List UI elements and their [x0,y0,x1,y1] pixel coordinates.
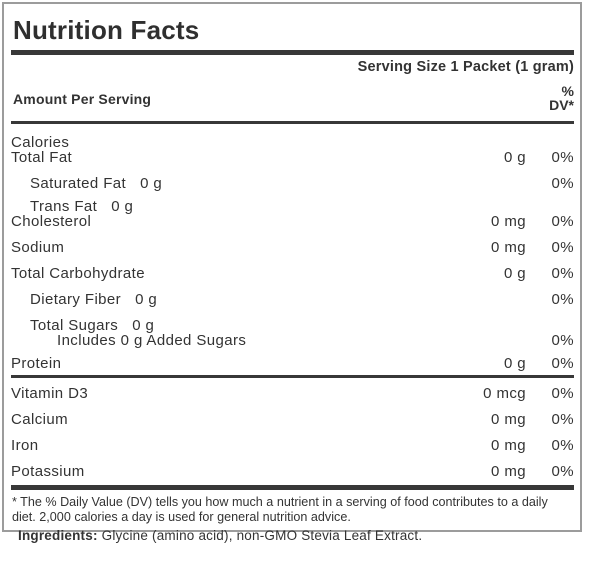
nutrient-name: Total Sugars [30,317,119,334]
nutrient-name: Potassium [11,463,85,480]
daily-value-footnote: * The % Daily Value (DV) tells you how m… [12,495,548,524]
panel-title: Nutrition Facts [13,15,200,45]
nutrient-row: Sodium 0 mg 0% [11,240,574,255]
nutrient-amount: 0 g [503,149,526,166]
ingredients-label: Ingredients: [18,528,98,543]
nutrient-name: Calories [11,134,70,151]
nutrient-name: Trans Fat [30,198,98,215]
nutrient-daily-value: 0% [551,355,574,372]
nutrient-row: Trans Fat 0 g [11,199,574,214]
nutrient-amount: 0 g [503,265,526,282]
nutrient-name: Iron [11,437,39,454]
nutrient-row: Iron 0 mg 0% [11,438,574,453]
nutrient-row: Total Sugars 0 g [11,318,574,333]
column-header-row: Amount Per Serving % DV* [11,84,574,112]
nutrient-daily-value: 0% [551,149,574,166]
nutrient-daily-value: 0% [551,385,574,402]
nutrient-daily-value: 0% [551,213,574,230]
nutrient-amount: 0 mg [491,213,526,230]
micronutrient-rows: Vitamin D3 0 mcg 0% Calcium 0 mg 0% Iron 0 mg 0%… [11,386,574,479]
nutrient-row: Saturated Fat 0 g 0% [11,176,574,191]
nutrient-amount: 0 mg [491,239,526,256]
ingredients-line: Ingredients: Glycine (amino acid), non-GM… [18,528,578,544]
nutrient-amount: 0 mg [491,437,526,454]
dv-header-percent: % [561,83,574,99]
nutrient-name: Sodium [11,239,65,256]
nutrient-daily-value: 0% [551,332,574,349]
nutrient-name: Includes 0 g Added Sugars [57,332,247,349]
nutrient-name: Saturated Fat [30,175,127,192]
nutrient-amount: 0 g [503,355,526,372]
nutrient-inline-amount: 0 g [132,317,155,334]
nutrient-daily-value: 0% [551,175,574,192]
nutrient-name: Cholesterol [11,213,92,230]
nutrient-name: Total Carbohydrate [11,265,145,282]
nutrient-name: Total Fat [11,149,73,166]
ingredients-text: Glycine (amino acid), non-GMO Stevia Lea… [101,528,423,543]
nutrient-name: Protein [11,355,62,372]
nutrient-daily-value: 0% [551,239,574,256]
nutrient-inline-amount: 0 g [111,198,134,215]
serving-size: Serving Size 1 Packet (1 gram) [357,59,574,75]
nutrient-name: Dietary Fiber [30,291,122,308]
nutrient-name: Calcium [11,411,68,428]
nutrient-daily-value: 0% [551,463,574,480]
nutrient-daily-value: 0% [551,437,574,454]
nutrient-row: Vitamin D3 0 mcg 0% [11,386,574,401]
nutrient-name: Vitamin D3 [11,385,89,402]
nutrient-amount: 0 mcg [483,385,526,402]
nutrition-facts-panel: Nutrition Facts Serving Size 1 Packet (1… [2,2,582,532]
nutrient-row: Includes 0 g Added Sugars 0% [11,333,574,348]
nutrient-amount: 0 mg [491,463,526,480]
nutrient-row: Potassium 0 mg 0% [11,464,574,479]
nutrient-row: Cholesterol 0 mg 0% [11,214,574,229]
dv-header-dv: DV* [549,97,574,113]
nutrient-rows: Calories Total Fat 0 g 0% Saturated Fat 0 g 0%… [11,135,574,371]
divider-thick-bottom [11,485,574,490]
nutrient-amount: 0 mg [491,411,526,428]
nutrient-row: Total Carbohydrate 0 g 0% [11,266,574,281]
nutrient-row: Protein 0 g 0% [11,356,574,371]
nutrient-row: Dietary Fiber 0 g 0% [11,292,574,307]
amount-per-serving-label: Amount Per Serving [13,91,152,107]
divider-thick-top [11,50,574,55]
nutrient-row: Calories [11,135,574,150]
nutrient-row: Total Fat 0 g 0% [11,150,574,165]
nutrient-daily-value: 0% [551,291,574,308]
divider-above-micronutrients [11,375,574,378]
nutrient-row: Calcium 0 mg 0% [11,412,574,427]
nutrient-daily-value: 0% [551,265,574,282]
nutrient-inline-amount: 0 g [140,175,163,192]
nutrient-inline-amount: 0 g [135,291,158,308]
daily-value-header: % DV* [549,84,574,112]
nutrient-daily-value: 0% [551,411,574,428]
divider-under-header [11,121,574,124]
